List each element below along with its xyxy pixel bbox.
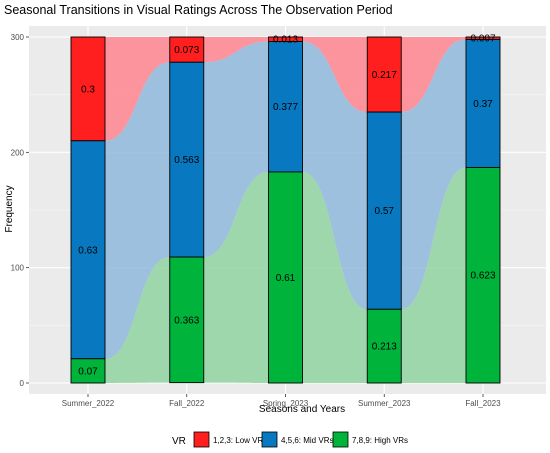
flow-bands — [105, 37, 466, 383]
segment-label-high: 0.07 — [78, 366, 98, 377]
legend: VR 1,2,3: Low VRs 4,5,6: Mid VRs 7,8,9: Hi… — [172, 431, 408, 448]
segment-label-mid: 0.563 — [174, 155, 199, 166]
x-tick-label: Fall_2023 — [465, 399, 501, 408]
bar-segment-high — [465, 166, 501, 384]
legend-key-mid — [261, 431, 278, 448]
x-axis-title: Seasons and Years — [259, 404, 345, 415]
bar-segment-high — [268, 171, 303, 384]
flow-band-mid — [401, 39, 466, 310]
segment-label-mid: 0.377 — [273, 102, 298, 113]
x-tick-label: Summer_2023 — [358, 399, 411, 408]
segment-label-low: 0.007 — [470, 34, 495, 45]
x-tick-label: Summer_2022 — [62, 399, 115, 408]
bar-segment-high — [366, 308, 402, 384]
segment-label-low: 0.217 — [372, 70, 397, 81]
segment-label-low: 0.013 — [273, 35, 298, 46]
segment-label-mid: 0.37 — [473, 99, 493, 110]
flow-band-low — [203, 37, 269, 63]
segment-label-mid: 0.63 — [78, 245, 98, 256]
flow-band-mid — [105, 62, 170, 359]
legend-title: VR — [172, 436, 186, 447]
bar-segment-high — [169, 256, 205, 384]
y-axis-title: Frequency — [4, 185, 15, 232]
x-tick-label: Fall_2022 — [169, 399, 205, 408]
flow-band-high — [105, 257, 170, 383]
legend-label-low: 1,2,3: Low VRs — [213, 436, 267, 445]
y-tick-label: 100 — [11, 264, 25, 273]
bar-segment-mid — [366, 111, 402, 310]
bar-segment-mid — [169, 61, 205, 258]
flow-band-low — [302, 37, 368, 113]
y-tick-label: 300 — [11, 33, 25, 42]
flow-band-high — [302, 171, 368, 383]
y-tick-label: 0 — [20, 379, 25, 388]
flow-band-high — [203, 171, 269, 383]
x-tick-label: Spring_2023 — [263, 399, 309, 408]
flow-band-mid — [302, 41, 368, 310]
y-axis-ticks: 0 100 200 300 — [11, 33, 29, 388]
x-axis-ticks: Summer_2022 Fall_2022 Spring_2023 Summer_20… — [62, 394, 501, 408]
bar-segment-low — [366, 36, 402, 113]
bar-segment-mid — [268, 41, 303, 173]
legend-key-low — [193, 431, 210, 448]
bar-segment-low — [169, 36, 205, 63]
flow-band-low — [401, 37, 466, 113]
segment-label-high: 0.213 — [372, 342, 397, 353]
legend-key-high — [332, 431, 349, 448]
segment-labels: 0.3 0.63 0.07 0.073 0.563 0.363 0.013 0.377 0.61… — [78, 34, 496, 378]
legend-label-high: 7,8,9: High VRs — [352, 436, 408, 445]
segment-label-mid: 0.57 — [375, 206, 395, 217]
flow-band-high — [401, 167, 466, 383]
bar-segment-low — [70, 36, 106, 142]
segment-label-high: 0.363 — [174, 315, 199, 326]
segment-label-high: 0.623 — [470, 271, 495, 282]
bar-segment-high — [70, 358, 106, 384]
flow-band-mid — [203, 41, 269, 258]
y-tick-label: 200 — [11, 148, 25, 157]
stacked-bars — [70, 36, 501, 384]
legend-label-mid: 4,5,6: Mid VRs — [281, 436, 333, 445]
flow-band-low — [105, 37, 170, 141]
segment-label-low: 0.3 — [81, 84, 95, 95]
bar-segment-mid — [465, 38, 501, 168]
segment-label-low: 0.073 — [174, 45, 199, 56]
chart-title: Seasonal Transitions in Visual Ratings A… — [4, 3, 393, 17]
segment-label-high: 0.61 — [276, 273, 296, 284]
